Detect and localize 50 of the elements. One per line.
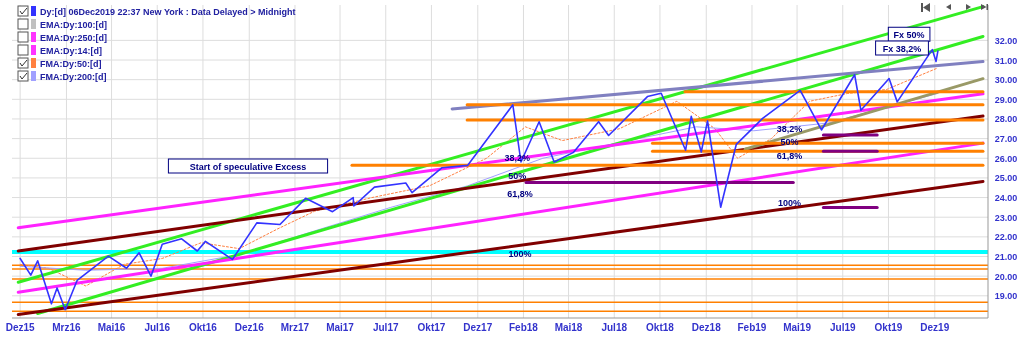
x-tick-label: Mai18 xyxy=(554,322,583,333)
x-tick-label: Okt16 xyxy=(189,322,218,333)
y-tick-label: 24.00 xyxy=(994,193,1018,204)
legend-label: FMA:Dy:50:[d] xyxy=(40,58,102,69)
legend-label: Dy:[d] 06Dec2019 22:37 New York : Data Delayed > Midnight xyxy=(40,6,296,17)
annotation: 38,2% xyxy=(776,124,803,135)
legend-label: EMA:Dy:250:[d] xyxy=(40,32,108,43)
legend-label: EMA:Dy:100:[d] xyxy=(40,19,108,30)
x-tick-label: Jul19 xyxy=(829,322,856,333)
line-series xyxy=(19,67,939,287)
x-tick-label: Jul18 xyxy=(601,322,628,333)
legend-label: EMA:Dy:14:[d] xyxy=(40,45,102,56)
annotation: 50% xyxy=(508,171,527,182)
y-tick-label: 29.00 xyxy=(994,94,1018,105)
y-tick-label: 28.00 xyxy=(994,114,1018,125)
x-tick-label: Dez17 xyxy=(463,322,493,333)
x-tick-label: Mai19 xyxy=(783,322,812,333)
annotation: Fx 50% xyxy=(893,30,925,41)
y-tick-label: 27.00 xyxy=(994,134,1018,145)
y-tick-label: 21.00 xyxy=(994,252,1018,262)
x-tick-label: Okt17 xyxy=(417,322,446,333)
y-tick-label: 32.00 xyxy=(994,35,1018,46)
legend-label: FMA:Dy:200:[d] xyxy=(40,71,107,82)
y-tick-label: 23.00 xyxy=(994,212,1018,223)
x-tick-label: Feb19 xyxy=(737,322,767,333)
x-tick-label: Dez19 xyxy=(920,322,950,333)
annotation: 61,8% xyxy=(776,151,803,162)
x-tick-label: Mai17 xyxy=(326,322,355,333)
y-tick-label: 19.00 xyxy=(994,291,1018,302)
x-tick-label: Jul17 xyxy=(372,322,399,333)
y-tick-label: 20.00 xyxy=(994,271,1018,282)
y-tick-label: 31.00 xyxy=(994,55,1018,66)
y-tick-label: 25.00 xyxy=(994,173,1018,184)
y-tick-label: 22.00 xyxy=(994,232,1018,243)
x-tick-label: Dez16 xyxy=(234,322,265,333)
x-tick-label: Okt19 xyxy=(874,322,903,333)
x-tick-label: Dez15 xyxy=(5,322,36,333)
x-tick-label: Mai16 xyxy=(97,322,126,333)
x-tick-label: Okt18 xyxy=(646,322,675,333)
x-tick-label: Mrz16 xyxy=(52,322,82,333)
annotation: 100% xyxy=(778,197,802,208)
x-tick-label: Dez18 xyxy=(691,322,722,333)
x-tick-label: Feb18 xyxy=(509,322,539,333)
annotation: Fx 38,2% xyxy=(882,44,922,54)
annotation: Start of speculative Excess xyxy=(189,162,307,172)
x-tick-label: Mrz17 xyxy=(280,322,310,333)
x-tick-label: Jul16 xyxy=(144,322,171,333)
y-tick-label: 30.00 xyxy=(994,75,1018,86)
y-tick-label: 26.00 xyxy=(994,153,1018,164)
annotation: 61,8% xyxy=(507,189,533,199)
